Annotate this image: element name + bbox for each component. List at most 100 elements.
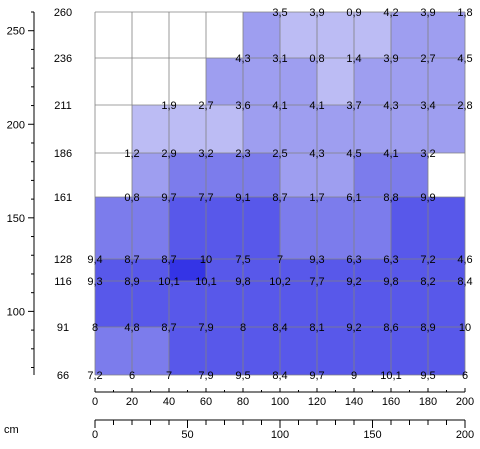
data-label: 0,9 — [346, 7, 361, 19]
x-scale-tick-label: 150 — [363, 429, 381, 441]
data-label: 6,3 — [383, 254, 398, 266]
y-scale-tick-label: 200 — [7, 119, 25, 131]
data-label: 8,7 — [124, 254, 139, 266]
heat-cell — [206, 197, 243, 259]
data-label: 6 — [129, 370, 135, 382]
x-scale-tick-label: 50 — [181, 429, 193, 441]
data-label: 1,9 — [161, 100, 176, 112]
y-level-label: 211 — [54, 100, 72, 112]
heat-cell — [280, 259, 317, 281]
data-label: 8,7 — [161, 322, 176, 334]
data-label: 7,9 — [198, 322, 213, 334]
data-label: 7,7 — [198, 192, 213, 204]
data-label: 10,1 — [158, 276, 179, 288]
x-level-label: 0 — [92, 396, 98, 408]
y-level-label: 128 — [54, 254, 72, 266]
data-label: 8,6 — [383, 322, 398, 334]
heat-cell — [317, 12, 354, 58]
data-label: 0,8 — [124, 192, 139, 204]
x-scale-tick-label: 100 — [271, 429, 289, 441]
heat-cell — [206, 105, 243, 153]
heat-cell — [354, 12, 391, 58]
heat-cell — [428, 105, 465, 153]
heat-cell — [243, 259, 280, 281]
data-label: 1,7 — [309, 192, 324, 204]
data-label: 7,2 — [420, 254, 435, 266]
data-label: 3,2 — [198, 148, 213, 160]
data-label: 2,3 — [235, 148, 250, 160]
data-label: 9,1 — [235, 192, 250, 204]
heat-cell — [391, 153, 428, 197]
y-scale-tick-label: 100 — [7, 306, 25, 318]
heat-cell — [95, 327, 132, 375]
data-label: 6,3 — [346, 254, 361, 266]
heat-cell — [169, 259, 206, 281]
x-level-label: 40 — [163, 396, 175, 408]
heat-cell — [206, 327, 243, 375]
data-label: 10,1 — [380, 370, 401, 382]
data-label: 6,1 — [346, 192, 361, 204]
y-scale-tick-label: 250 — [7, 26, 25, 38]
data-label: 8,8 — [383, 192, 398, 204]
heat-cell — [428, 259, 465, 281]
data-label: 3,2 — [420, 148, 435, 160]
data-label: 8 — [240, 322, 246, 334]
y-scale-tick-label: 150 — [7, 213, 25, 225]
data-label: 4,8 — [124, 322, 139, 334]
data-label: 3,4 — [420, 100, 435, 112]
heat-cell — [317, 105, 354, 153]
data-label: 4,1 — [309, 100, 324, 112]
y-level-label: 260 — [54, 7, 72, 19]
heat-cell — [354, 153, 391, 197]
x-level-label: 80 — [237, 396, 249, 408]
x-level-label: 120 — [308, 396, 326, 408]
heat-cell — [243, 197, 280, 259]
data-label: 10 — [459, 322, 471, 334]
heat-cell — [169, 153, 206, 197]
heat-cell — [169, 105, 206, 153]
data-label: 10 — [200, 254, 212, 266]
data-label: 1,8 — [457, 7, 472, 19]
data-label: 9,8 — [235, 276, 250, 288]
x-level-label: 200 — [456, 396, 474, 408]
heat-cell — [391, 105, 428, 153]
data-label: 2,7 — [198, 100, 213, 112]
data-label: 2,5 — [272, 148, 287, 160]
data-label: 7,9 — [198, 370, 213, 382]
heat-cell — [317, 259, 354, 281]
data-label: 1,4 — [346, 53, 361, 65]
data-label: 3,9 — [420, 7, 435, 19]
data-label: 8,7 — [272, 192, 287, 204]
heat-cell — [206, 58, 243, 105]
heat-cell — [428, 12, 465, 58]
data-label: 9,7 — [309, 370, 324, 382]
data-label: 9,2 — [346, 276, 361, 288]
y-level-label: 236 — [54, 53, 72, 65]
x-level-label: 180 — [419, 396, 437, 408]
heat-cell — [317, 327, 354, 375]
data-label: 3,1 — [272, 53, 287, 65]
heat-cell — [391, 327, 428, 375]
data-label: 3,7 — [346, 100, 361, 112]
heat-cell — [428, 281, 465, 327]
heat-cell — [132, 153, 169, 197]
data-label: 8,4 — [457, 276, 472, 288]
heat-cell — [280, 153, 317, 197]
heat-cell — [243, 281, 280, 327]
data-label: 2,8 — [457, 100, 472, 112]
x-level-label: 160 — [382, 396, 400, 408]
data-label: 9,3 — [309, 254, 324, 266]
data-label: 9 — [351, 370, 357, 382]
data-label: 10,2 — [269, 276, 290, 288]
heat-cell — [428, 327, 465, 375]
data-label: 4,3 — [383, 100, 398, 112]
data-label: 3,9 — [309, 7, 324, 19]
data-label: 7 — [277, 254, 283, 266]
heat-cell — [391, 281, 428, 327]
data-label: 4,3 — [309, 148, 324, 160]
y-level-label: 91 — [57, 322, 69, 334]
data-label: 4,1 — [272, 100, 287, 112]
data-label: 8,9 — [420, 322, 435, 334]
